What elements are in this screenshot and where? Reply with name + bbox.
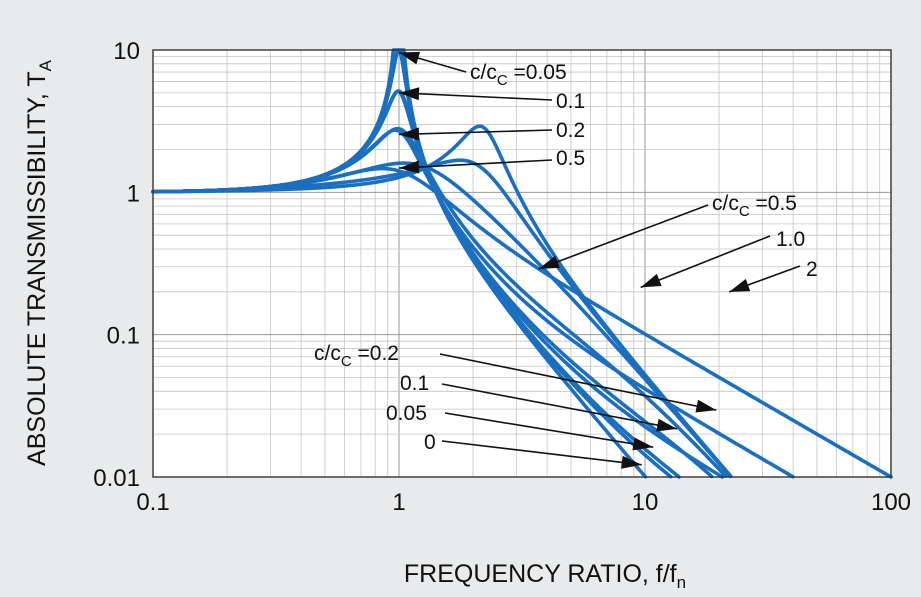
x-tick-label: 0.1: [136, 489, 169, 516]
y-tick-label: 0.01: [93, 465, 140, 492]
annotation-arrow-head: [621, 455, 642, 469]
annotation-prefix: c/c: [314, 342, 341, 365]
annotation-sub: C: [739, 203, 750, 220]
annotation-arrow-head: [632, 437, 654, 451]
y-tick-label: 10: [113, 38, 140, 65]
annotation-arrow-head: [656, 418, 678, 432]
x-tick-label: 10: [632, 489, 659, 516]
y-axis-title-sub: A: [36, 59, 55, 71]
annotation-arrow-line: [439, 353, 717, 411]
annotation-arrow-line: [398, 159, 553, 169]
annotation-value: 0.1: [556, 90, 585, 113]
annotation-prefix: c/c: [712, 192, 739, 215]
annotation-arrow-head: [538, 255, 560, 269]
annotation-arrow-line: [441, 440, 642, 466]
annotation-value: 0.05: [386, 402, 427, 425]
annotation-label: 0.5: [556, 147, 585, 170]
annotation-label: c/cC =0.05: [470, 61, 567, 89]
annotation-sub: C: [341, 353, 352, 370]
y-tick-label: 0.1: [107, 323, 140, 350]
annotation-label: 1.0: [776, 228, 805, 251]
annotation-label: 0.2: [556, 119, 585, 142]
annotation-arrow-line: [398, 92, 553, 101]
annotation-label: 2: [806, 258, 818, 281]
y-axis-title: ABSOLUTE TRANSMISSIBILITY, TA: [23, 59, 55, 466]
x-axis-title-sub: n: [677, 573, 686, 592]
curve-elastic-2: [151, 124, 733, 478]
annotation-arrow-line: [398, 129, 553, 136]
annotations: c/cC =0.050.10.20.5c/cC =0.51.02c/cC =0.…: [314, 61, 818, 454]
annotation-value: =0.05: [508, 61, 567, 84]
annotation-arrow-line: [640, 235, 771, 289]
annotation-value: =0.5: [750, 192, 797, 215]
annotation-value: 0.2: [556, 119, 585, 142]
annotation-prefix: c/c: [470, 61, 497, 84]
annotation-arrow-head: [399, 51, 421, 65]
x-tick-label: 100: [871, 489, 911, 516]
annotation-value: =0.2: [352, 342, 399, 365]
annotation-arrows: [398, 51, 801, 469]
annotation-arrow-head: [695, 399, 717, 413]
annotation-arrow-head: [729, 278, 751, 292]
annotation-arrow-line: [538, 204, 709, 270]
annotation-label: c/cC =0.2: [314, 342, 399, 370]
annotation-value: 0.1: [400, 372, 429, 395]
annotation-arrow-line: [441, 383, 678, 430]
annotation-label: 0.05: [386, 402, 427, 425]
x-axis-title: FREQUENCY RATIO, f/fn: [404, 560, 686, 592]
annotation-label: c/cC =0.5: [712, 192, 797, 220]
annotation-label: 0.1: [556, 90, 585, 113]
y-axis-title-main: ABSOLUTE TRANSMISSIBILITY, T: [23, 71, 51, 466]
annotation-value: 2: [806, 258, 818, 281]
x-tick-label: 1: [392, 489, 405, 516]
y-tick-label: 1: [127, 180, 140, 207]
x-axis-title-main: FREQUENCY RATIO, f/f: [404, 560, 677, 588]
annotation-arrow-head: [399, 127, 420, 141]
annotation-value: 0: [424, 431, 436, 454]
annotation-arrow-head: [399, 87, 420, 101]
annotation-arrow-line: [444, 412, 654, 448]
annotation-value: 1.0: [776, 228, 805, 251]
annotation-arrow-head: [399, 160, 420, 174]
annotation-arrow-head: [640, 273, 662, 288]
annotation-label: 0.1: [400, 372, 429, 395]
annotation-value: 0.5: [556, 147, 585, 170]
plot-frame: [152, 49, 892, 478]
annotation-label: 0: [424, 431, 436, 454]
annotation-sub: C: [497, 72, 508, 89]
